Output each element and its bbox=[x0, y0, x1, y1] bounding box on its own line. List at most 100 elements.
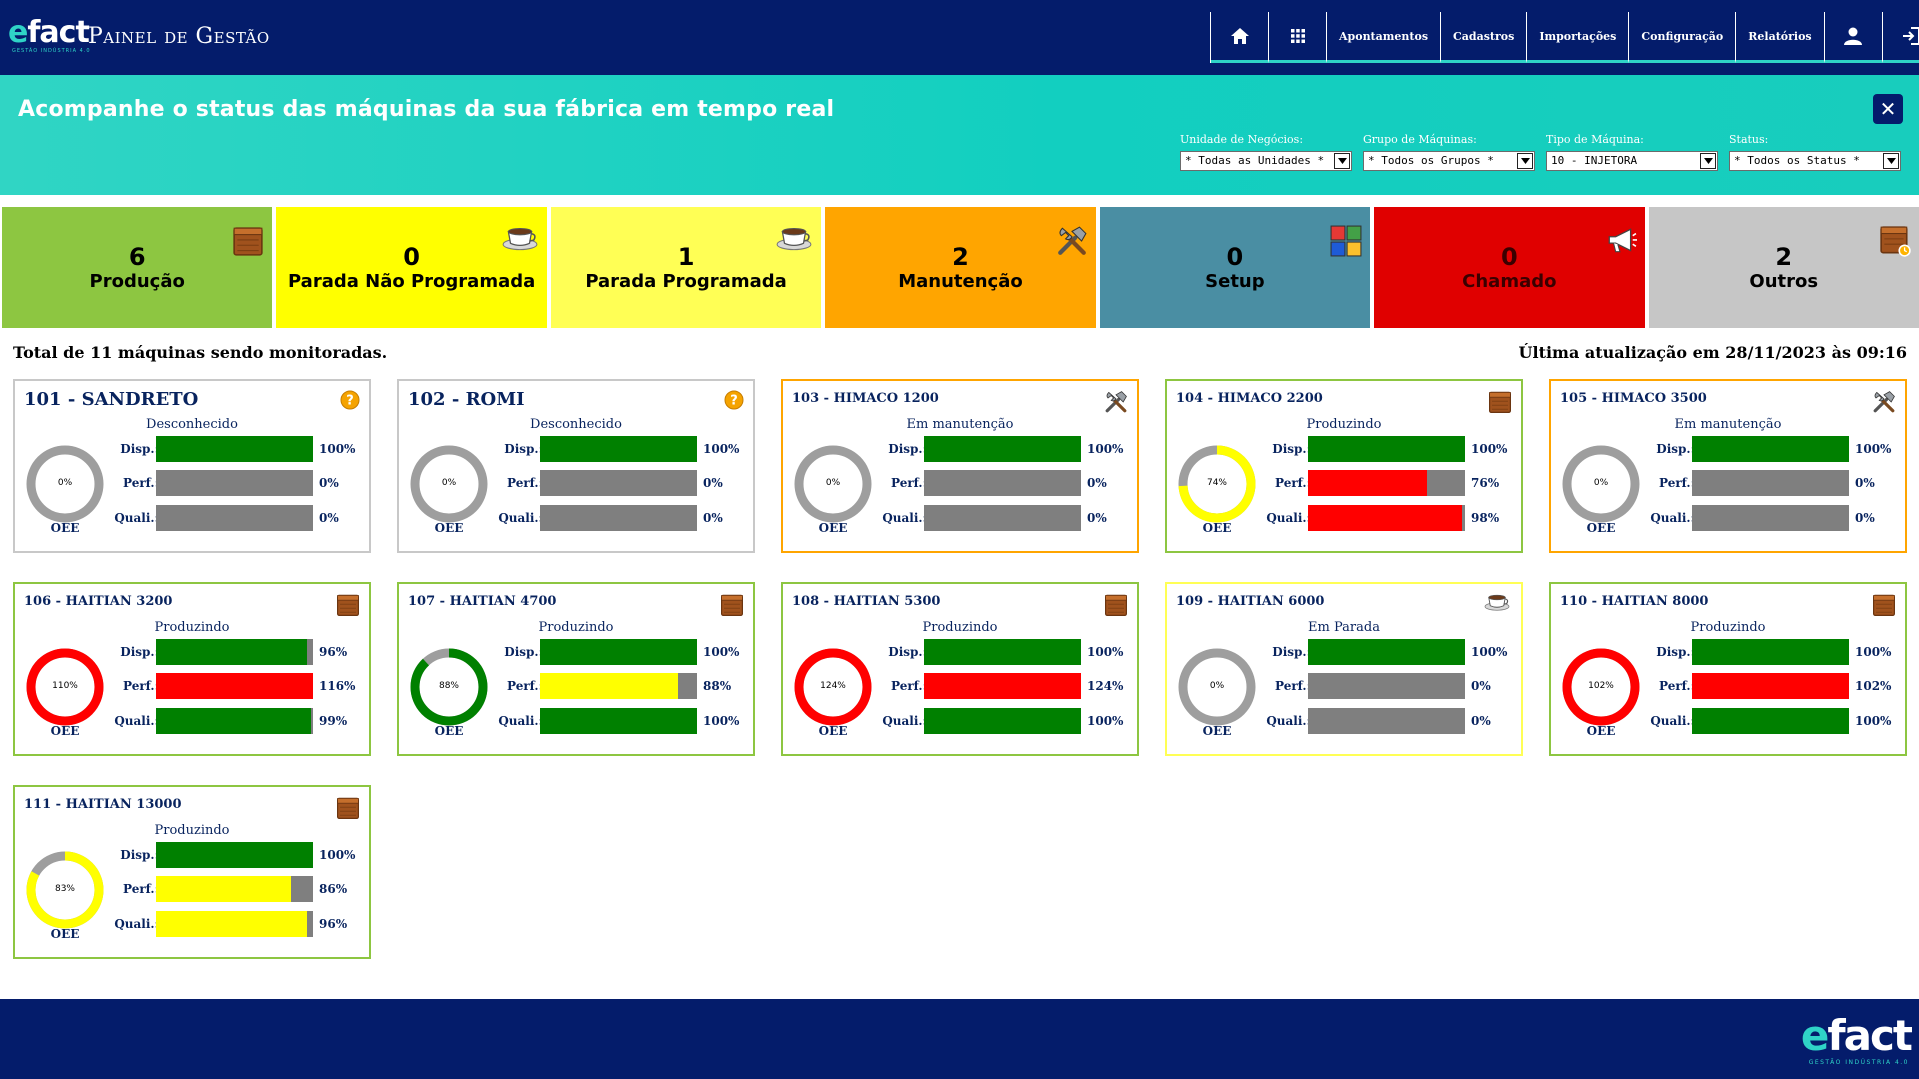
metric-quali: Quali.: 100% bbox=[783, 708, 1137, 734]
metric-perf: Perf.: 102% bbox=[1551, 673, 1905, 699]
metric-bar bbox=[156, 842, 313, 868]
machine-card[interactable]: 106 - HAITIAN 3200 Produzindo 110% OEE Disp… bbox=[13, 582, 371, 756]
oee-gauge bbox=[1561, 647, 1641, 727]
oee-label: OEE bbox=[50, 927, 80, 941]
filter-unidade-label: Unidade de Negócios: bbox=[1180, 133, 1304, 146]
chevron-down-icon bbox=[1700, 153, 1716, 169]
chevron-down-icon bbox=[1334, 153, 1350, 169]
machine-card[interactable]: 102 - ROMI? Desconhecido 0% OEE Disp.: 100% P… bbox=[397, 379, 755, 553]
machine-card[interactable]: 105 - HIMACO 3500 Em manutenção 0% OEE Disp… bbox=[1549, 379, 1907, 553]
filter-tipo-label: Tipo de Máquina: bbox=[1546, 133, 1644, 146]
oee-label: OEE bbox=[818, 521, 848, 535]
metric-bar bbox=[156, 911, 313, 937]
question-icon: ? bbox=[340, 390, 360, 414]
box-icon bbox=[336, 593, 360, 621]
oee-gauge-value: 88% bbox=[438, 681, 459, 691]
metric-value: 100% bbox=[703, 442, 740, 456]
machine-card[interactable]: 104 - HIMACO 2200 Produzindo 74% OEE Disp.:… bbox=[1165, 379, 1523, 553]
machine-status: Produzindo bbox=[538, 620, 614, 635]
nav-apps-button[interactable] bbox=[1269, 12, 1327, 63]
nav-relatorios[interactable]: Relatórios bbox=[1736, 12, 1825, 63]
box-icon bbox=[720, 593, 744, 621]
metric-label: Quali.: bbox=[1650, 511, 1695, 525]
nav-importacoes[interactable]: Importações bbox=[1527, 12, 1630, 63]
metric-perf: Perf.: 0% bbox=[399, 470, 753, 496]
tile-setup[interactable]: 0 Setup bbox=[1099, 207, 1371, 328]
megaphone-icon bbox=[1605, 225, 1637, 261]
oee-gauge-value: 124% bbox=[820, 681, 846, 691]
nav-cadastros[interactable]: Cadastros bbox=[1441, 12, 1528, 63]
metric-label: Quali.: bbox=[114, 917, 159, 931]
nav-home-button[interactable] bbox=[1211, 12, 1269, 63]
oee-gauge-value: 74% bbox=[1206, 478, 1227, 488]
metric-value: 86% bbox=[319, 882, 348, 896]
metric-quali: Quali.: 0% bbox=[399, 505, 753, 531]
tile-parada-programada[interactable]: 1 Parada Programada bbox=[550, 207, 822, 328]
metric-value: 100% bbox=[1471, 645, 1508, 659]
filter-tipo-select[interactable]: 10 - INJETORA bbox=[1546, 151, 1718, 171]
tile-chamado[interactable]: 0 Chamado bbox=[1374, 207, 1645, 328]
tile-count: 2 bbox=[952, 242, 969, 271]
oee-gauge-value: 102% bbox=[1588, 681, 1614, 691]
close-banner-button[interactable]: ✕ bbox=[1873, 94, 1903, 124]
metric-label: Perf.: bbox=[123, 476, 159, 490]
metric-bar bbox=[924, 470, 1081, 496]
metric-label: Disp.: bbox=[504, 645, 543, 659]
footer-logo-rest: fact bbox=[1827, 1011, 1913, 1060]
machine-card[interactable]: 110 - HAITIAN 8000 Produzindo 102% OEE Disp… bbox=[1549, 582, 1907, 756]
chevron-down-icon bbox=[1883, 153, 1899, 169]
machine-card[interactable]: 103 - HIMACO 1200 Em manutenção 0% OEE Disp… bbox=[781, 379, 1139, 553]
tile-label: Chamado bbox=[1462, 270, 1557, 292]
machine-card[interactable]: 111 - HAITIAN 13000 Produzindo 83% OEE Disp… bbox=[13, 785, 371, 959]
filter-status-select[interactable]: * Todos os Status * bbox=[1729, 151, 1901, 171]
filter-unidade-select[interactable]: * Todas as Unidades * bbox=[1180, 151, 1352, 171]
metric-value: 100% bbox=[1087, 442, 1124, 456]
metric-value: 0% bbox=[703, 476, 723, 490]
metric-bar-fill bbox=[924, 708, 1081, 734]
filter-status-label: Status: bbox=[1729, 133, 1769, 146]
metric-bar bbox=[1308, 470, 1465, 496]
tile-producao[interactable]: 6 Produção bbox=[2, 207, 273, 328]
oee-label: OEE bbox=[818, 724, 848, 738]
oee-label: OEE bbox=[50, 724, 80, 738]
machine-title: 110 - HAITIAN 8000 bbox=[1560, 594, 1709, 609]
machine-card[interactable]: 108 - HAITIAN 5300 Produzindo 124% OEE Disp… bbox=[781, 582, 1139, 756]
metric-label: Disp.: bbox=[120, 442, 159, 456]
metric-disp: Disp.: 100% bbox=[1551, 436, 1905, 462]
oee-gauge bbox=[1561, 444, 1641, 524]
metric-value: 100% bbox=[1087, 645, 1124, 659]
machine-card[interactable]: 107 - HAITIAN 4700 Produzindo 88% OEE Disp.… bbox=[397, 582, 755, 756]
nav-apontamentos[interactable]: Apontamentos bbox=[1327, 12, 1442, 63]
metric-bar bbox=[156, 470, 313, 496]
nav-user-button[interactable] bbox=[1824, 12, 1883, 63]
metric-disp: Disp.: 96% bbox=[15, 639, 369, 665]
metric-label: Perf.: bbox=[507, 476, 543, 490]
metric-label: Quali.: bbox=[114, 714, 159, 728]
efact-logo[interactable]: efact GESTÃO INDÚSTRIA 4.0 bbox=[8, 18, 90, 55]
metric-value: 100% bbox=[319, 848, 356, 862]
oee-label: OEE bbox=[1202, 521, 1232, 535]
filter-grupo-label: Grupo de Máquinas: bbox=[1363, 133, 1477, 146]
machine-card[interactable]: 109 - HAITIAN 6000 Em Parada 0% OEE Disp.: 1… bbox=[1165, 582, 1523, 756]
home-icon bbox=[1230, 28, 1249, 44]
tile-outros[interactable]: 2 Outros bbox=[1648, 207, 1919, 328]
machine-card[interactable]: 101 - SANDRETO? Desconhecido 0% OEE Disp.: 1… bbox=[13, 379, 371, 553]
metric-label: Perf.: bbox=[123, 679, 159, 693]
nav-configuracao[interactable]: Configuração bbox=[1629, 12, 1737, 63]
oee-label: OEE bbox=[50, 521, 80, 535]
tile-manutencao[interactable]: 2 Manutenção bbox=[825, 207, 1096, 328]
tile-parada-nao-programada[interactable]: 0 Parada Não Programada bbox=[276, 207, 547, 328]
metric-bar-fill bbox=[540, 639, 697, 665]
machine-title: 101 - SANDRETO bbox=[24, 389, 199, 410]
filter-grupo-select[interactable]: * Todos os Grupos * bbox=[1363, 151, 1535, 171]
metric-value: 96% bbox=[319, 645, 348, 659]
metric-label: Disp.: bbox=[888, 442, 927, 456]
metric-label: Perf.: bbox=[1659, 476, 1695, 490]
metric-label: Disp.: bbox=[504, 442, 543, 456]
metric-disp: Disp.: 100% bbox=[783, 639, 1137, 665]
nav-logout-button[interactable] bbox=[1882, 12, 1919, 63]
oee-gauge-value: 0% bbox=[441, 478, 457, 488]
tile-label: Produção bbox=[89, 270, 185, 292]
metric-bar bbox=[540, 639, 697, 665]
coffee-cup-icon bbox=[501, 225, 539, 255]
